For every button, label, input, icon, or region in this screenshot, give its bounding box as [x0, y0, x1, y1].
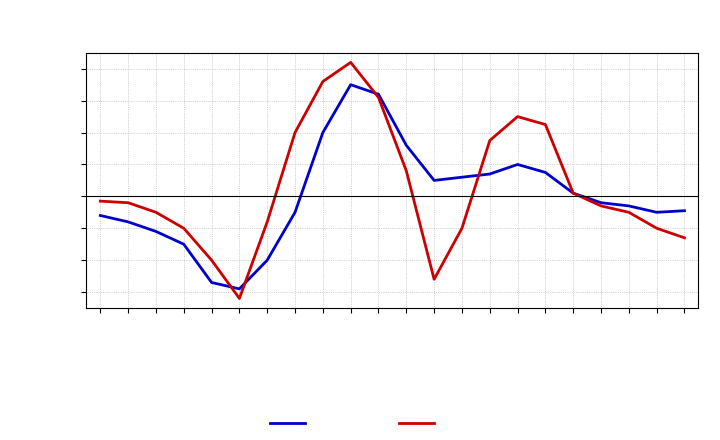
経常利益 [680, 208, 689, 213]
当期純利益 [374, 95, 383, 100]
経常利益 [624, 203, 633, 209]
当期純利益 [318, 79, 327, 84]
経常利益 [430, 178, 438, 183]
経常利益 [152, 229, 161, 234]
当期純利益 [569, 191, 577, 196]
当期純利益 [652, 226, 661, 231]
当期純利益 [207, 257, 216, 263]
経常利益 [96, 213, 104, 218]
当期純利益 [179, 226, 188, 231]
経常利益 [541, 170, 550, 175]
当期純利益 [513, 114, 522, 119]
当期純利益 [235, 296, 243, 301]
経常利益 [318, 130, 327, 135]
当期純利益 [291, 130, 300, 135]
Legend: 経常利益, 当期純利益: 経常利益, 当期純利益 [265, 412, 520, 434]
当期純利益 [346, 60, 355, 65]
当期純利益 [152, 209, 161, 215]
当期純利益 [680, 235, 689, 240]
当期純利益 [597, 203, 606, 209]
当期純利益 [124, 200, 132, 205]
経常利益 [235, 286, 243, 291]
当期純利益 [402, 168, 410, 173]
経常利益 [569, 191, 577, 196]
経常利益 [652, 209, 661, 215]
経常利益 [374, 92, 383, 97]
当期純利益 [624, 209, 633, 215]
経常利益 [179, 242, 188, 247]
経常利益 [485, 171, 494, 176]
経常利益 [458, 175, 467, 180]
経常利益 [346, 82, 355, 87]
Line: 経常利益: 経常利益 [100, 84, 685, 289]
経常利益 [513, 162, 522, 167]
経常利益 [207, 280, 216, 285]
当期純利益 [263, 219, 271, 224]
当期純利益 [485, 138, 494, 143]
Line: 当期純利益: 当期純利益 [100, 62, 685, 298]
経常利益 [124, 219, 132, 224]
経常利益 [597, 200, 606, 205]
当期純利益 [541, 122, 550, 127]
経常利益 [263, 257, 271, 263]
当期純利益 [458, 226, 467, 231]
経常利益 [402, 143, 410, 148]
当期純利益 [430, 277, 438, 282]
当期純利益 [96, 198, 104, 204]
経常利益 [291, 209, 300, 215]
